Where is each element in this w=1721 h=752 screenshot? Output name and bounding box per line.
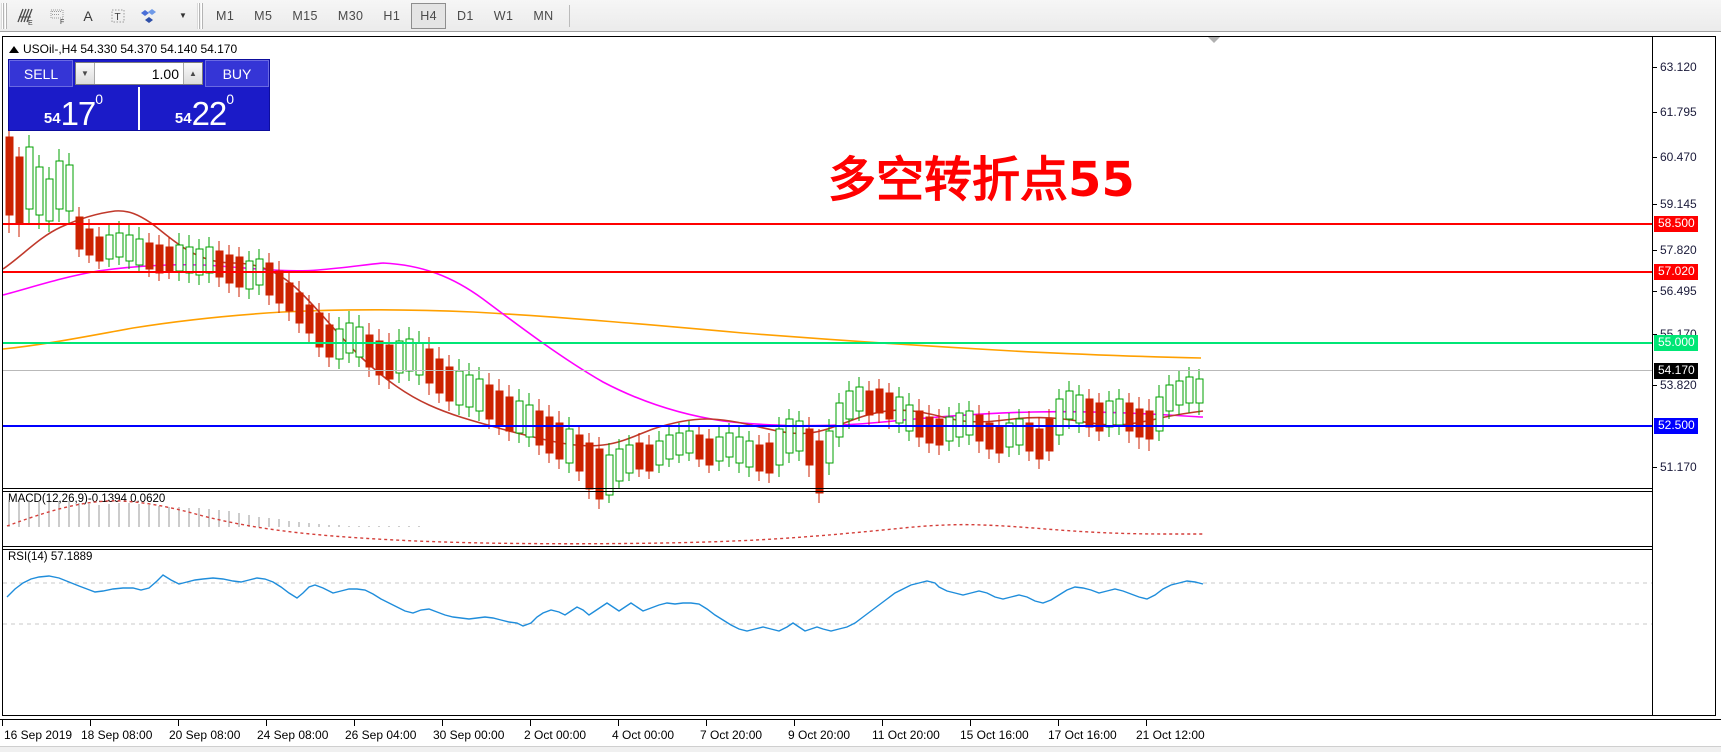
timeframe-group-handle[interactable]: [197, 2, 204, 29]
timeframe-w1[interactable]: W1: [493, 8, 514, 23]
buy-price-display[interactable]: 54 22 0: [138, 87, 269, 130]
timeframe-d1[interactable]: D1: [456, 8, 474, 23]
price-badge-57020: 57.020: [1654, 264, 1698, 280]
macd-plot: [6, 500, 1204, 545]
toolbar-drag-handle[interactable]: [1, 2, 8, 29]
level-line-58500[interactable]: [3, 223, 1654, 225]
time-label-6: 2 Oct 00:00: [524, 728, 587, 742]
time-label-4: 26 Sep 04:00: [345, 728, 417, 742]
price-tick-57820: 57.820: [1660, 243, 1697, 257]
time-label-3: 24 Sep 08:00: [257, 728, 329, 742]
time-axis[interactable]: 16 Sep 2019 18 Sep 08:00 20 Sep 08:00 24…: [0, 719, 1721, 752]
price-axis[interactable]: 63.120 61.795 60.470 59.145 57.820 56.49…: [1652, 37, 1715, 715]
price-tick-60470: 60.470: [1660, 150, 1697, 164]
price-badge-55000: 55.000: [1654, 335, 1698, 351]
time-label-8: 7 Oct 20:00: [700, 728, 763, 742]
collapse-triangle-icon[interactable]: [9, 45, 19, 53]
chart-toolbar: E F A T: [0, 0, 1721, 32]
svg-text:T: T: [115, 12, 121, 23]
timeframe-h1[interactable]: H1: [383, 8, 401, 23]
chart-frame: USOil-,H4 54.330 54.370 54.140 54.170: [2, 36, 1716, 716]
price-tick-61795: 61.795: [1660, 105, 1697, 119]
time-label-2: 20 Sep 08:00: [169, 728, 241, 742]
macd-panel-top-divider: [3, 488, 1654, 489]
symbol-ohlc-text: USOil-,H4 54.330 54.370 54.140 54.170: [23, 42, 238, 56]
macd-panel-top-divider-2: [3, 491, 1654, 492]
timeframe-m5[interactable]: M5: [254, 8, 273, 23]
time-label-9: 9 Oct 20:00: [788, 728, 851, 742]
volume-decrement-icon[interactable]: ▼: [76, 63, 95, 84]
chart-shift-marker-icon: [1208, 37, 1220, 43]
period-separators-icon[interactable]: F: [43, 3, 73, 29]
one-click-trading-panel[interactable]: SELL ▼ 1.00 ▲ BUY 54 17 0 54: [8, 59, 270, 131]
level-line-57020[interactable]: [3, 271, 1654, 273]
macd-label: MACD(12,26,9)-0.1394 0.0620: [8, 493, 166, 505]
price-badge-52500: 52.500: [1654, 418, 1698, 434]
sell-price-display[interactable]: 54 17 0: [9, 87, 138, 130]
objects-icon[interactable]: [135, 3, 167, 29]
symbol-header: USOil-,H4 54.330 54.370 54.140 54.170: [9, 42, 237, 56]
rsi-panel-top-divider: [3, 546, 1654, 547]
level-line-55000[interactable]: [3, 342, 1654, 344]
sell-price-main: 17: [60, 94, 97, 132]
timeframe-m1[interactable]: M1: [216, 8, 235, 23]
chevron-down-icon: ▼: [179, 11, 187, 20]
rsi-plot: [3, 574, 1654, 632]
ma-slow-line: [3, 308, 1202, 359]
buy-button[interactable]: BUY: [205, 60, 269, 87]
octp-price-row: 54 17 0 54 22 0: [9, 87, 269, 130]
chart-annotation-text[interactable]: 多空转折点55: [828, 152, 1135, 208]
indicators-icon[interactable]: E: [11, 3, 41, 29]
timeframe-m30[interactable]: M30: [337, 8, 364, 23]
horizontal-scrollbar[interactable]: [0, 746, 1721, 752]
time-label-1: 18 Sep 08:00: [81, 728, 153, 742]
volume-input[interactable]: 1.00: [151, 65, 179, 82]
current-price-line: [3, 370, 1654, 371]
time-label-0: 16 Sep 2019: [4, 728, 73, 742]
price-plot: [3, 125, 1204, 509]
buy-price-prefix: 54: [174, 110, 192, 127]
text-label-icon[interactable]: T: [103, 3, 133, 29]
macd-histogram: [8, 500, 420, 527]
price-badge-58500: 58.500: [1654, 216, 1698, 232]
time-label-13: 21 Oct 12:00: [1136, 728, 1205, 742]
svg-text:F: F: [60, 19, 64, 26]
buy-price-sup: 0: [226, 91, 235, 107]
time-label-7: 4 Oct 00:00: [612, 728, 675, 742]
time-label-5: 30 Sep 00:00: [433, 728, 505, 742]
time-label-12: 17 Oct 16:00: [1048, 728, 1117, 742]
candlestick-series: [5, 125, 1204, 509]
macd-signal-line: [6, 500, 1204, 545]
price-badge-54170: 54.170: [1654, 363, 1698, 379]
volume-increment-icon[interactable]: ▲: [183, 63, 202, 84]
time-label-11: 15 Oct 16:00: [960, 728, 1029, 742]
octp-controls-row: SELL ▼ 1.00 ▲ BUY: [9, 60, 269, 87]
time-label-10: 11 Oct 20:00: [872, 728, 940, 742]
price-tick-51170: 51.170: [1660, 460, 1697, 474]
price-tick-63120: 63.120: [1660, 60, 1697, 74]
price-tick-56495: 56.495: [1660, 284, 1697, 298]
level-line-52500[interactable]: [3, 425, 1654, 427]
volume-input-wrap[interactable]: ▼ 1.00 ▲: [75, 62, 203, 85]
sell-price-prefix: 54: [43, 110, 61, 127]
sell-price-sup: 0: [95, 91, 104, 107]
price-tick-53820: 53.820: [1660, 378, 1697, 392]
rsi-line: [6, 574, 1204, 632]
timeframe-mn[interactable]: MN: [533, 8, 554, 23]
toolbar-divider: [568, 4, 570, 27]
timeframe-m15[interactable]: M15: [292, 8, 318, 23]
chart-area[interactable]: USOil-,H4 54.330 54.370 54.140 54.170: [0, 33, 1721, 719]
text-tool-icon[interactable]: A: [83, 7, 93, 24]
rsi-panel-top-divider-2: [3, 549, 1654, 550]
buy-price-main: 22: [191, 94, 228, 132]
timeframe-h4[interactable]: H4: [411, 2, 446, 29]
sell-button[interactable]: SELL: [9, 60, 73, 87]
objects-dropdown-caret[interactable]: ▼: [169, 3, 195, 29]
price-tick-59145: 59.145: [1660, 197, 1697, 211]
svg-text:E: E: [28, 20, 33, 26]
rsi-label: RSI(14) 57.1889: [8, 551, 93, 563]
